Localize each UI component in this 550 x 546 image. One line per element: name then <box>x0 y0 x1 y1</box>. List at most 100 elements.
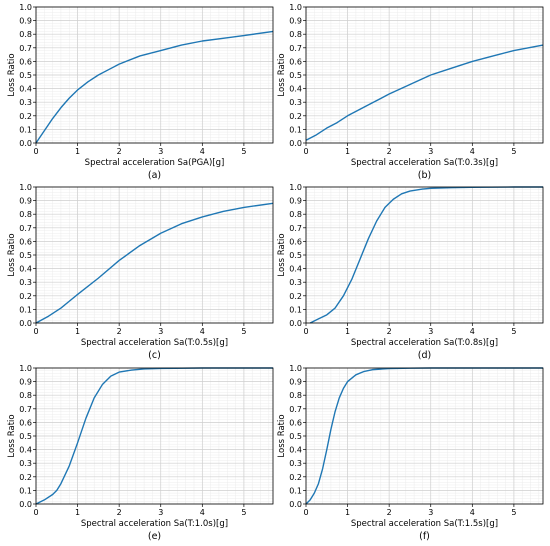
x-tick-label: 2 <box>387 147 392 156</box>
x-tick-label: 3 <box>158 508 163 517</box>
x-tick-label: 5 <box>241 327 246 336</box>
y-tick-label: 0.9 <box>19 197 32 206</box>
x-axis-label: Spectral acceleration Sa(T:1.5s)[g] <box>351 519 498 529</box>
chart-panel-4: 0 1 2 3 4 5 0.0 0.1 0.2 0.3 0.4 0.5 0.6 0.7 0.8 0.9 1.0 S… <box>277 183 544 361</box>
y-tick-label: 0.1 <box>289 486 302 495</box>
data-line <box>35 202 274 324</box>
y-tick-label: 1.0 <box>19 183 32 192</box>
y-tick-label: 0.8 <box>289 210 302 219</box>
x-tick-label: 4 <box>470 508 475 517</box>
y-tick-label: 0.9 <box>19 17 32 26</box>
y-tick-label: 0.5 <box>19 432 32 441</box>
y-tick-label: 0.8 <box>19 210 32 219</box>
y-tick-label: 0.0 <box>19 500 32 509</box>
x-tick-label: 0 <box>303 327 308 336</box>
x-tick-label: 1 <box>345 327 350 336</box>
x-tick-label: 4 <box>200 147 205 156</box>
y-tick-label: 0.2 <box>19 473 32 482</box>
x-tick-label: 1 <box>75 508 80 517</box>
y-tick-label: 0.1 <box>289 125 302 134</box>
chart-panel-1: 0 1 2 3 4 5 0.0 0.1 0.2 0.3 0.4 0.5 0.6 0.7 0.8 0.9 1.0 S… <box>7 3 274 181</box>
y-tick-label: 0.0 <box>289 319 302 328</box>
y-tick-label: 0.6 <box>289 418 302 427</box>
y-tick-label: 0.5 <box>289 251 302 260</box>
y-tick-label: 0.1 <box>19 125 32 134</box>
y-tick-label: 0.9 <box>19 378 32 387</box>
y-tick-label: 0.7 <box>19 44 32 53</box>
y-tick-label: 0.3 <box>19 98 32 107</box>
y-tick-label: 0.0 <box>19 319 32 328</box>
x-tick-label: 3 <box>428 327 433 336</box>
data-line <box>309 186 543 324</box>
panel-caption: (d) <box>418 350 431 361</box>
y-tick-label: 0.3 <box>19 278 32 287</box>
y-tick-label: 1.0 <box>289 183 302 192</box>
y-axis-label: Loss Ratio <box>7 53 17 96</box>
y-tick-label: 0.4 <box>19 446 32 455</box>
x-tick-label: 0 <box>33 147 38 156</box>
y-tick-label: 0.2 <box>289 112 302 121</box>
chart-panel-3: 0 1 2 3 4 5 0.0 0.1 0.2 0.3 0.4 0.5 0.6 0.7 0.8 0.9 1.0 S… <box>7 183 274 361</box>
x-axis-label: Spectral acceleration Sa(T:0.5s)[g] <box>81 338 228 348</box>
x-tick-label: 5 <box>511 327 516 336</box>
y-tick-label: 0.3 <box>289 459 302 468</box>
x-tick-label: 2 <box>387 508 392 517</box>
y-tick-label: 0.2 <box>289 292 302 301</box>
chart-panel-2: 0 1 2 3 4 5 0.0 0.1 0.2 0.3 0.4 0.5 0.6 0.7 0.8 0.9 1.0 S… <box>277 3 544 181</box>
x-tick-label: 4 <box>200 508 205 517</box>
y-tick-label: 0.1 <box>19 305 32 314</box>
y-axis-label: Loss Ratio <box>277 233 287 276</box>
x-tick-label: 0 <box>33 508 38 517</box>
y-tick-label: 0.1 <box>289 305 302 314</box>
x-tick-label: 2 <box>387 327 392 336</box>
panel-caption: (f) <box>419 531 430 542</box>
y-tick-label: 0.8 <box>289 391 302 400</box>
x-tick-label: 5 <box>511 147 516 156</box>
x-axis-label: Spectral acceleration Sa(T:1.0s)[g] <box>81 519 228 529</box>
y-tick-label: 1.0 <box>289 364 302 373</box>
x-tick-label: 4 <box>470 327 475 336</box>
y-tick-label: 0.0 <box>289 500 302 509</box>
x-tick-label: 3 <box>428 508 433 517</box>
x-tick-label: 0 <box>303 508 308 517</box>
y-tick-label: 0.6 <box>19 237 32 246</box>
y-tick-label: 0.0 <box>289 139 302 148</box>
y-tick-label: 0.2 <box>19 292 32 301</box>
x-tick-label: 5 <box>511 508 516 517</box>
x-tick-label: 5 <box>241 508 246 517</box>
y-tick-label: 0.4 <box>19 265 32 274</box>
x-tick-label: 2 <box>117 147 122 156</box>
y-tick-label: 0.9 <box>289 378 302 387</box>
x-tick-label: 3 <box>158 327 163 336</box>
panel-caption: (a) <box>148 170 161 181</box>
y-tick-label: 0.8 <box>19 391 32 400</box>
data-line <box>305 44 544 141</box>
y-tick-label: 0.5 <box>19 251 32 260</box>
panel-caption: (b) <box>418 170 431 181</box>
y-tick-label: 0.5 <box>289 432 302 441</box>
y-tick-label: 0.6 <box>289 237 302 246</box>
y-tick-label: 0.3 <box>289 278 302 287</box>
y-tick-label: 0.4 <box>19 85 32 94</box>
y-tick-label: 1.0 <box>19 364 32 373</box>
chart-panel-5: 0 1 2 3 4 5 0.0 0.1 0.2 0.3 0.4 0.5 0.6 0.7 0.8 0.9 1.0 S… <box>7 364 274 542</box>
data-line <box>35 30 274 144</box>
y-tick-label: 1.0 <box>19 3 32 12</box>
y-tick-label: 0.1 <box>19 486 32 495</box>
x-tick-label: 3 <box>158 147 163 156</box>
y-tick-label: 0.6 <box>289 57 302 66</box>
y-tick-label: 0.8 <box>19 30 32 39</box>
y-tick-label: 0.9 <box>289 197 302 206</box>
y-axis-label: Loss Ratio <box>7 233 17 276</box>
x-tick-label: 1 <box>75 147 80 156</box>
y-tick-label: 1.0 <box>289 3 302 12</box>
y-tick-label: 0.8 <box>289 30 302 39</box>
x-axis-label: Spectral acceleration Sa(PGA)[g] <box>85 158 225 168</box>
panel-caption: (e) <box>148 531 161 542</box>
y-tick-label: 0.7 <box>19 224 32 233</box>
chart-panel-6: 0 1 2 3 4 5 0.0 0.1 0.2 0.3 0.4 0.5 0.6 0.7 0.8 0.9 1.0 S… <box>277 364 544 542</box>
y-tick-label: 0.2 <box>19 112 32 121</box>
y-tick-label: 0.4 <box>289 446 302 455</box>
y-axis-label: Loss Ratio <box>7 414 17 457</box>
y-tick-label: 0.3 <box>19 459 32 468</box>
